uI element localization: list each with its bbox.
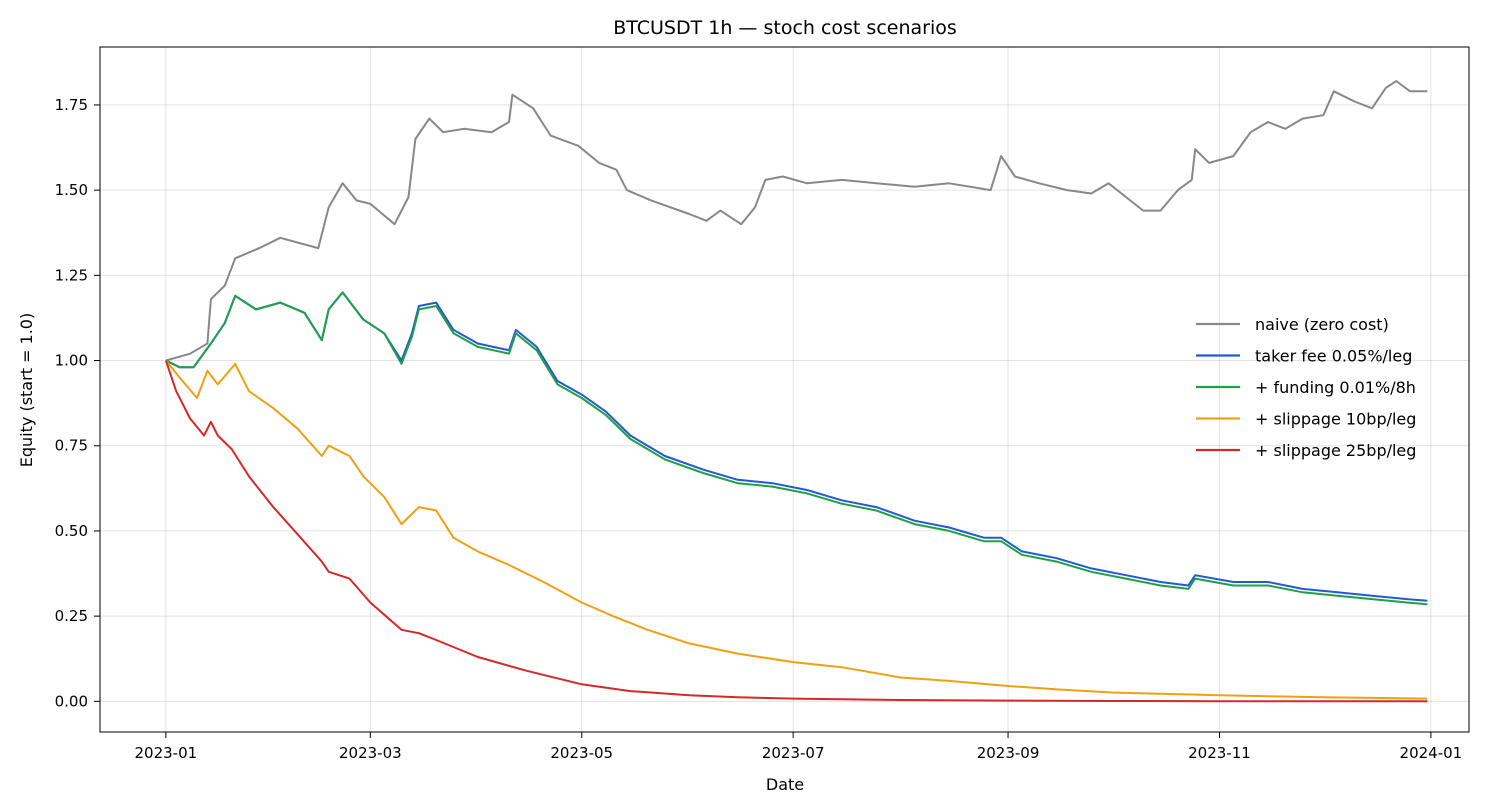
- y-axis-label: Equity (start = 1.0): [17, 313, 36, 467]
- y-tick-label: 1.00: [55, 352, 88, 370]
- x-tick-label: 2023-11: [1188, 744, 1251, 762]
- legend-label-4: + slippage 25bp/leg: [1255, 441, 1416, 460]
- y-tick-label: 1.75: [55, 96, 88, 114]
- series-line-4: [164, 360, 1428, 703]
- series-line-2: [165, 291, 1428, 606]
- legend-label-2: + funding 0.01%/8h: [1255, 378, 1416, 397]
- series-lines: [164, 80, 1428, 703]
- x-tick-label: 2023-01: [135, 744, 198, 762]
- x-axis-label: Date: [766, 775, 804, 794]
- y-tick-label: 1.25: [55, 266, 88, 284]
- x-tick-label: 2023-07: [762, 744, 825, 762]
- y-tick-label: 0.25: [55, 607, 88, 625]
- legend: naive (zero cost) taker fee 0.05%/leg + fu…: [1196, 315, 1416, 460]
- x-tick-label: 2023-03: [339, 744, 402, 762]
- y-tick-label: 1.50: [55, 181, 88, 199]
- x-axis-ticks: 2023-01 2023-03 2023-05 2023-07 2023-09 2023-…: [135, 732, 1463, 762]
- y-tick-label: 0.00: [55, 692, 88, 710]
- series-line-0: [165, 80, 1428, 362]
- plot-frame: [99, 46, 1470, 733]
- x-tick-label: 2024-01: [1400, 744, 1463, 762]
- y-tick-label: 0.50: [55, 522, 88, 540]
- legend-label-0: naive (zero cost): [1255, 315, 1389, 334]
- y-tick-label: 0.75: [55, 437, 88, 455]
- x-tick-label: 2023-09: [977, 744, 1040, 762]
- y-axis-ticks: 0.00 0.25 0.50 0.75 1.00 1.25 1.50 1.75: [55, 96, 100, 710]
- chart-title: BTCUSDT 1h — stoch cost scenarios: [613, 17, 957, 39]
- legend-label-1: taker fee 0.05%/leg: [1255, 347, 1412, 366]
- legend-label-3: + slippage 10bp/leg: [1255, 410, 1416, 429]
- series-line-3: [165, 359, 1428, 700]
- x-tick-label: 2023-05: [550, 744, 613, 762]
